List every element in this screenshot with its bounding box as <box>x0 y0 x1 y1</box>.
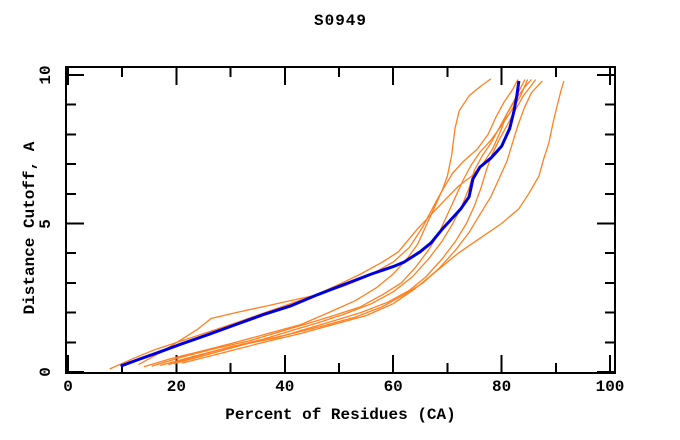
x-tick-label: 20 <box>166 378 186 396</box>
x-tick-label: 40 <box>275 378 295 396</box>
series-model-3 <box>138 78 492 366</box>
x-axis-label: Percent of Residues (CA) <box>225 406 456 424</box>
x-tick-label: 0 <box>63 378 73 396</box>
x-tick-label: 80 <box>491 378 512 396</box>
series-model-1-highlight <box>120 80 521 368</box>
series-model-8 <box>173 80 543 365</box>
chart-title: S0949 <box>313 12 367 30</box>
series-model-6 <box>159 79 532 367</box>
series-model-4 <box>143 79 519 368</box>
plot-border <box>65 66 616 374</box>
x-tick-label: 100 <box>595 378 625 396</box>
x-tick-label: 60 <box>383 378 403 396</box>
series-model-2 <box>109 79 526 370</box>
series-model-7 <box>168 79 537 366</box>
series-model-9 <box>181 80 565 364</box>
series-model-5 <box>151 79 529 367</box>
